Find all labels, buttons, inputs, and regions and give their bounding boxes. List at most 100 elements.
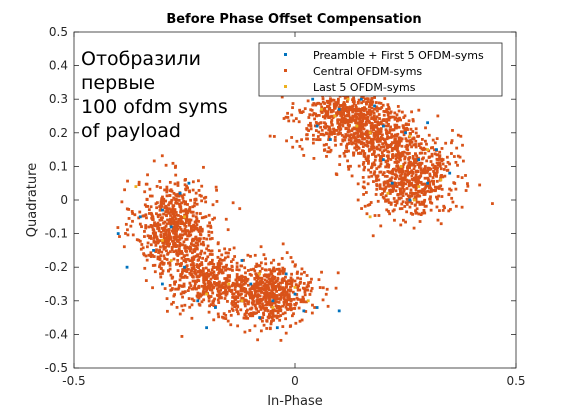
point-central — [455, 205, 458, 208]
point-central — [362, 193, 365, 196]
point-central — [173, 198, 176, 201]
point-last — [369, 215, 372, 218]
point-central — [181, 230, 184, 233]
x-tick-label: 0.5 — [506, 374, 525, 388]
point-central — [377, 148, 380, 151]
point-central — [441, 188, 444, 191]
point-central — [152, 264, 155, 267]
point-central — [253, 289, 256, 292]
point-central — [124, 232, 127, 235]
point-central — [461, 206, 464, 209]
point-last — [161, 239, 164, 242]
point-preamble — [360, 98, 363, 101]
point-central — [179, 238, 182, 241]
point-central — [357, 102, 360, 105]
point-central — [291, 106, 294, 109]
point-central — [176, 254, 179, 257]
point-central — [162, 202, 165, 205]
point-central — [369, 112, 372, 115]
point-central — [419, 152, 422, 155]
point-central — [345, 147, 348, 150]
point-central — [179, 211, 182, 214]
point-central — [363, 181, 366, 184]
point-central — [381, 142, 384, 145]
point-central — [159, 272, 162, 275]
point-central — [375, 133, 378, 136]
point-central — [377, 140, 380, 143]
point-central — [280, 287, 283, 290]
point-central — [323, 144, 326, 147]
point-central — [394, 200, 397, 203]
point-central — [247, 300, 250, 303]
point-central — [192, 239, 195, 242]
point-central — [390, 202, 393, 205]
point-preamble — [294, 293, 297, 296]
point-central — [384, 200, 387, 203]
point-preamble — [316, 125, 319, 128]
point-central — [247, 269, 250, 272]
point-central — [380, 146, 383, 149]
point-central — [125, 223, 128, 226]
point-central — [466, 182, 469, 185]
point-central — [399, 174, 402, 177]
point-central — [161, 154, 164, 157]
point-central — [272, 259, 275, 262]
point-central — [207, 225, 210, 228]
point-central — [192, 214, 195, 217]
point-central — [409, 184, 412, 187]
point-central — [165, 186, 168, 189]
point-central — [313, 306, 316, 309]
point-central — [184, 178, 187, 181]
point-central — [397, 193, 400, 196]
legend-label-central: Central OFDM-syms — [313, 65, 422, 78]
point-central — [208, 221, 211, 224]
point-central — [153, 230, 156, 233]
point-central — [415, 182, 418, 185]
point-central — [145, 205, 148, 208]
point-central — [260, 261, 263, 264]
point-central — [230, 314, 233, 317]
point-central — [419, 175, 422, 178]
point-preamble — [241, 259, 244, 262]
point-central — [212, 203, 215, 206]
point-central — [301, 299, 304, 302]
point-central — [344, 133, 347, 136]
point-central — [290, 308, 293, 311]
point-central — [443, 175, 446, 178]
point-central — [367, 182, 370, 185]
point-central — [195, 192, 198, 195]
point-central — [172, 295, 175, 298]
point-preamble — [161, 283, 164, 286]
point-central — [191, 263, 194, 266]
point-central — [382, 154, 385, 157]
point-central — [394, 184, 397, 187]
point-central — [421, 138, 424, 141]
point-preamble — [329, 138, 332, 141]
point-central — [264, 284, 267, 287]
point-central — [249, 307, 252, 310]
point-central — [180, 276, 183, 279]
point-central — [164, 200, 167, 203]
point-central — [139, 223, 142, 226]
point-central — [213, 270, 216, 273]
point-central — [202, 244, 205, 247]
point-central — [126, 180, 129, 183]
point-central — [347, 168, 350, 171]
point-central — [367, 134, 370, 137]
point-central — [174, 165, 177, 168]
point-central — [363, 153, 366, 156]
point-central — [184, 183, 187, 186]
y-tick-label: -0.1 — [45, 227, 68, 241]
point-central — [430, 160, 433, 163]
point-central — [167, 219, 170, 222]
point-central — [286, 303, 289, 306]
point-central — [391, 156, 394, 159]
point-central — [383, 119, 386, 122]
point-central — [312, 134, 315, 137]
point-preamble — [285, 273, 288, 276]
point-central — [307, 129, 310, 132]
y-tick-label: 0 — [60, 193, 68, 207]
point-central — [343, 155, 346, 158]
point-central — [197, 237, 200, 240]
point-central — [216, 274, 219, 277]
